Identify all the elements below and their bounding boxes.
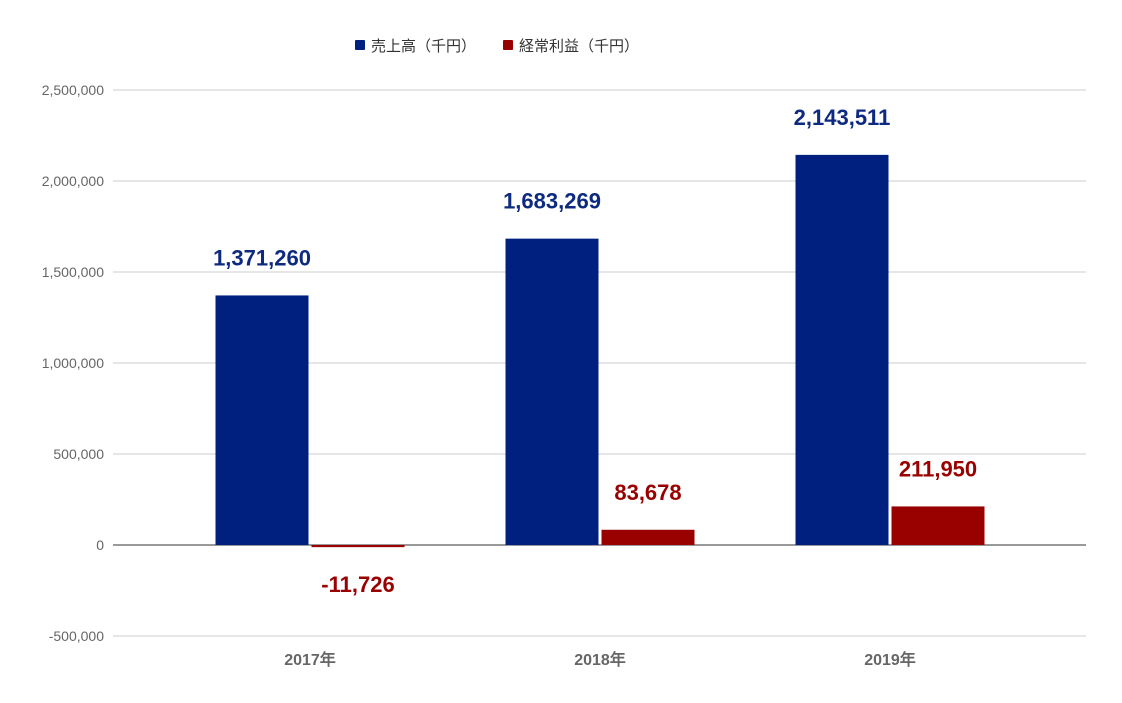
- y-tick-label: 500,000: [53, 446, 104, 462]
- x-category-label: 2018年: [574, 650, 626, 669]
- legend-label-sales: 売上高（千円）: [371, 37, 476, 55]
- y-tick-label: 1,500,000: [42, 264, 104, 280]
- data-label: -11,726: [321, 572, 394, 597]
- legend-swatch-ordinary-profit: [503, 40, 513, 50]
- x-category-label: 2019年: [864, 650, 916, 669]
- y-tick-label: 2,500,000: [42, 82, 104, 98]
- legend-swatch-sales: [355, 40, 365, 50]
- x-category-label: 2017年: [284, 650, 336, 669]
- y-tick-label: 2,000,000: [42, 173, 104, 189]
- y-tick-label: 1,000,000: [42, 355, 104, 371]
- bar-ordinary-profit-0: [311, 545, 405, 548]
- data-label: 1,683,269: [503, 189, 601, 214]
- bar-sales-2: [795, 154, 889, 546]
- data-label: 1,371,260: [213, 245, 311, 270]
- y-tick-label: -500,000: [49, 628, 104, 644]
- bar-sales-1: [505, 238, 599, 546]
- data-label: 211,950: [899, 456, 977, 481]
- data-label: 2,143,511: [794, 105, 891, 130]
- data-label: 83,678: [614, 480, 681, 505]
- y-tick-label: 0: [96, 537, 104, 553]
- bar-sales-0: [215, 295, 309, 545]
- bar-ordinary-profit-2: [891, 506, 985, 545]
- bar-ordinary-profit-1: [601, 529, 695, 545]
- legend-label-ordinary-profit: 経常利益（千円）: [519, 37, 639, 55]
